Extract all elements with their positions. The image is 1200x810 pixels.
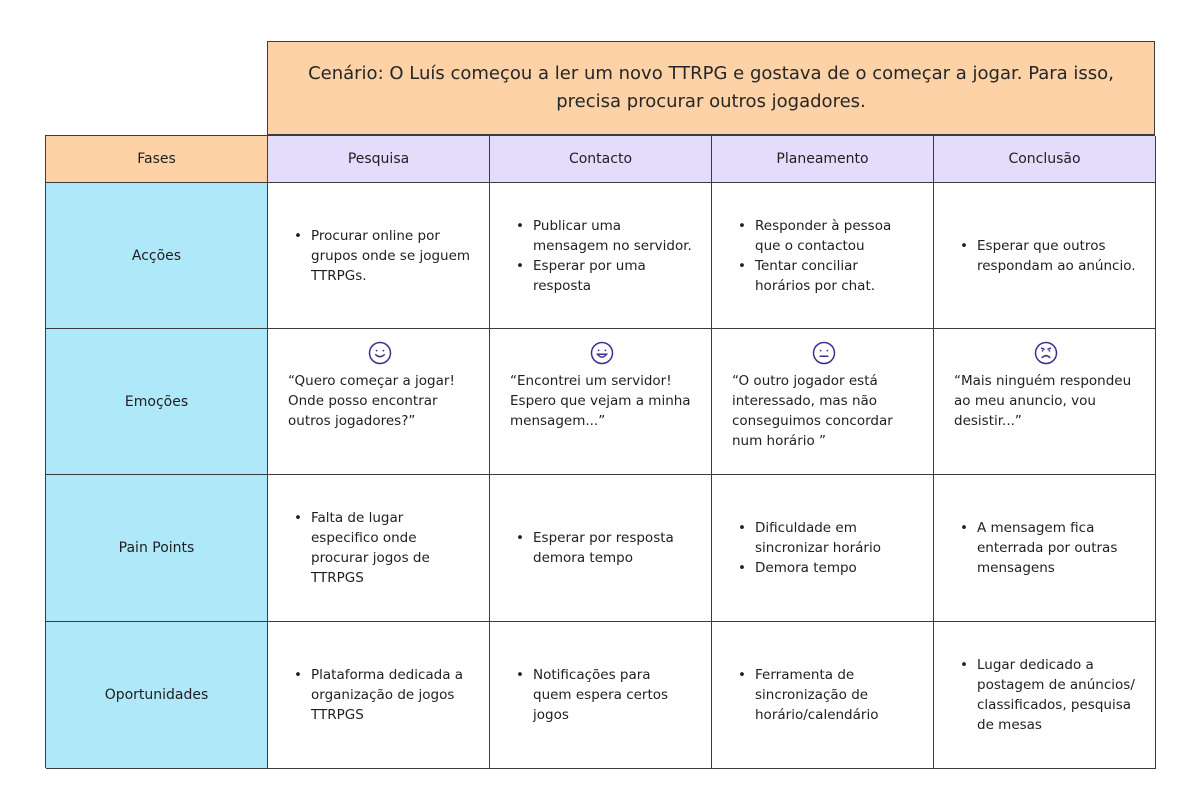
bullet-item: Esperar por resposta demora tempo	[514, 528, 693, 568]
emotion-quote: “O outro jogador está interessado, mas n…	[732, 373, 893, 449]
phase-conclusao: Conclusão	[934, 136, 1156, 183]
bullet-item: Dificuldade em sincronizar horário	[736, 518, 915, 558]
oportunidades-pesquisa-cell: Plataforma dedicada a organização de jog…	[268, 622, 490, 769]
bullet-list: Responder à pessoa que o contactou Tenta…	[736, 216, 915, 296]
bullet-list: A mensagem fica enterrada por outras men…	[958, 518, 1137, 578]
emocoes-contacto-cell: “Encontrei um servidor! Espero que vejam…	[490, 329, 712, 475]
bullet-list: Esperar que outros respondam ao anúncio.	[958, 236, 1137, 276]
bullet-item: A mensagem fica enterrada por outras men…	[958, 518, 1137, 578]
bullet-list: Procurar online por grupos onde se jogue…	[292, 226, 471, 286]
bullet-item: Falta de lugar especifico onde procurar …	[292, 508, 471, 588]
sad-face-icon	[1034, 341, 1057, 365]
neutral-face-icon	[812, 341, 835, 365]
smile-face-icon	[368, 341, 391, 365]
pain-points-pesquisa-cell: Falta de lugar especifico onde procurar …	[268, 475, 490, 622]
bullet-item: Procurar online por grupos onde se jogue…	[292, 226, 471, 286]
row-label-emocoes: Emoções	[46, 329, 268, 475]
bullet-item: Esperar por uma resposta	[514, 256, 693, 296]
row-label-oportunidades: Oportunidades	[46, 622, 268, 769]
oportunidades-planeamento-cell: Ferramenta de sincronização de horário/c…	[712, 622, 934, 769]
journey-grid: Fases Pesquisa Contacto Planeamento Conc…	[45, 135, 1156, 769]
row-label-accoes: Acções	[46, 183, 268, 329]
phase-contacto: Contacto	[490, 136, 712, 183]
row-label-pain-points: Pain Points	[46, 475, 268, 622]
scenario-banner: Cenário: O Luís começou a ler um novo TT…	[267, 41, 1155, 135]
bullet-list: Publicar uma mensagem no servidor. Esper…	[514, 216, 693, 296]
emocoes-conclusao-cell: “Mais ninguém respondeu ao meu anuncio, …	[934, 329, 1156, 475]
bullet-item: Tentar conciliar horários por chat.	[736, 256, 915, 296]
bullet-list: Ferramenta de sincronização de horário/c…	[736, 665, 915, 725]
bullet-item: Demora tempo	[736, 558, 915, 578]
bullet-list: Plataforma dedicada a organização de jog…	[292, 665, 471, 725]
bullet-item: Responder à pessoa que o contactou	[736, 216, 915, 256]
emocoes-planeamento-cell: “O outro jogador está interessado, mas n…	[712, 329, 934, 475]
emotion-quote: “Mais ninguém respondeu ao meu anuncio, …	[954, 373, 1132, 429]
user-journey-map: Cenário: O Luís começou a ler um novo TT…	[45, 41, 1156, 769]
accoes-planeamento-cell: Responder à pessoa que o contactou Tenta…	[712, 183, 934, 329]
pain-points-contacto-cell: Esperar por resposta demora tempo	[490, 475, 712, 622]
pain-points-conclusao-cell: A mensagem fica enterrada por outras men…	[934, 475, 1156, 622]
bullet-item: Esperar que outros respondam ao anúncio.	[958, 236, 1137, 276]
accoes-contacto-cell: Publicar uma mensagem no servidor. Esper…	[490, 183, 712, 329]
fases-header: Fases	[46, 136, 268, 183]
accoes-pesquisa-cell: Procurar online por grupos onde se jogue…	[268, 183, 490, 329]
phase-planeamento: Planeamento	[712, 136, 934, 183]
oportunidades-contacto-cell: Notificações para quem espera certos jog…	[490, 622, 712, 769]
bullet-item: Lugar dedicado a postagem de anúncios/ c…	[958, 655, 1137, 735]
bullet-item: Ferramenta de sincronização de horário/c…	[736, 665, 915, 725]
bullet-item: Publicar uma mensagem no servidor.	[514, 216, 693, 256]
emocoes-pesquisa-cell: “Quero começar a jogar! Onde posso encon…	[268, 329, 490, 475]
grin-face-icon	[590, 341, 613, 365]
bullet-list: Lugar dedicado a postagem de anúncios/ c…	[958, 655, 1137, 735]
bullet-list: Falta de lugar especifico onde procurar …	[292, 508, 471, 588]
oportunidades-conclusao-cell: Lugar dedicado a postagem de anúncios/ c…	[934, 622, 1156, 769]
bullet-list: Dificuldade em sincronizar horário Demor…	[736, 518, 915, 578]
bullet-item: Plataforma dedicada a organização de jog…	[292, 665, 471, 725]
emotion-quote: “Quero começar a jogar! Onde posso encon…	[288, 373, 455, 429]
bullet-item: Notificações para quem espera certos jog…	[514, 665, 693, 725]
pain-points-planeamento-cell: Dificuldade em sincronizar horário Demor…	[712, 475, 934, 622]
bullet-list: Esperar por resposta demora tempo	[514, 528, 693, 568]
bullet-list: Notificações para quem espera certos jog…	[514, 665, 693, 725]
emotion-quote: “Encontrei um servidor! Espero que vejam…	[510, 373, 691, 429]
phase-pesquisa: Pesquisa	[268, 136, 490, 183]
accoes-conclusao-cell: Esperar que outros respondam ao anúncio.	[934, 183, 1156, 329]
